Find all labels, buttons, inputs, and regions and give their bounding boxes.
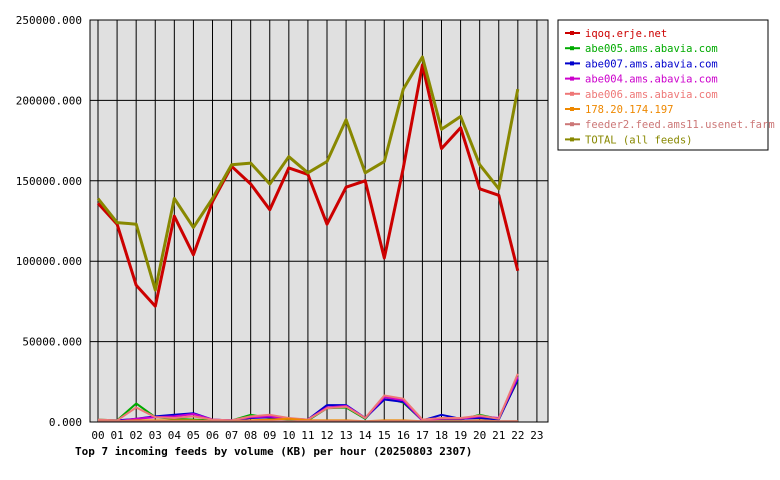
y-tick-label: 0.000 [49,416,82,429]
y-tick-label: 250000.000 [16,14,82,27]
legend-marker [570,76,574,81]
y-tick-label: 50000.000 [22,336,82,349]
plot-background [90,20,548,422]
y-tick-label: 100000.000 [16,255,82,268]
legend-marker [570,61,574,66]
legend-label: abe007.ams.abavia.com [585,58,718,70]
legend-box [557,19,769,151]
y-tick-label: 200000.000 [16,94,82,107]
legend-label: abe004.ams.abavia.com [585,74,718,86]
legend-marker [570,137,574,142]
x-tick-label: 15 [378,429,391,442]
x-tick-label: 06 [206,429,219,442]
grid [90,19,548,423]
y-tick-label: 150000.000 [16,175,82,188]
x-tick-label: 21 [492,429,505,442]
x-tick-label: 03 [149,429,162,442]
legend-label: abe005.ams.abavia.com [585,43,718,55]
y-axis-ticks: 0.000 50000.000 100000.000 150000.000 200000… [16,14,82,429]
legend-label: abe006.ams.abavia.com [585,89,718,101]
series-line [96,55,520,292]
x-tick-label: 23 [530,429,543,442]
x-tick-label: 22 [511,429,524,442]
x-tick-label: 16 [397,429,410,442]
series-lines [96,55,520,423]
x-axis-ticks: 00 01 02 03 04 05 06 07 08 09 10 11 12 13 14 15 16 17 18 19… [91,429,543,442]
x-tick-label: 19 [454,429,467,442]
series-line [96,63,520,308]
legend-label: iqoq.erje.net [585,28,667,40]
legend-marker [570,91,574,96]
x-tick-label: 13 [339,429,352,442]
x-tick-label: 05 [187,429,200,442]
legend-marker [570,107,574,111]
x-tick-label: 01 [110,429,123,442]
legend-label: TOTAL (all feeds) [585,134,692,146]
x-tick-label: 00 [91,429,104,442]
x-tick-label: 10 [282,429,295,442]
legend-marker [570,31,574,35]
x-tick-label: 04 [168,429,182,442]
x-tick-label: 17 [416,429,429,442]
x-tick-label: 08 [244,429,257,442]
x-tick-label: 14 [359,429,373,442]
x-tick-label: 07 [225,429,238,442]
legend-label: 178.20.174.197 [585,104,674,116]
legend-label: feeder2.feed.ams11.usenet.farm [585,119,775,131]
x-tick-label: 18 [435,429,448,442]
legend-marker [570,46,574,51]
chart-title: Top 7 incoming feeds by volume (KB) per … [75,445,472,458]
x-tick-label: 20 [473,429,486,442]
x-tick-label: 12 [320,429,333,442]
x-tick-label: 02 [130,429,143,442]
plot-border [89,19,549,423]
legend: iqoq.erje.net abe005.ams.abavia.com abe007… [557,19,775,151]
x-tick-label: 11 [301,429,314,442]
legend-marker [570,122,574,127]
x-tick-label: 09 [263,429,276,442]
